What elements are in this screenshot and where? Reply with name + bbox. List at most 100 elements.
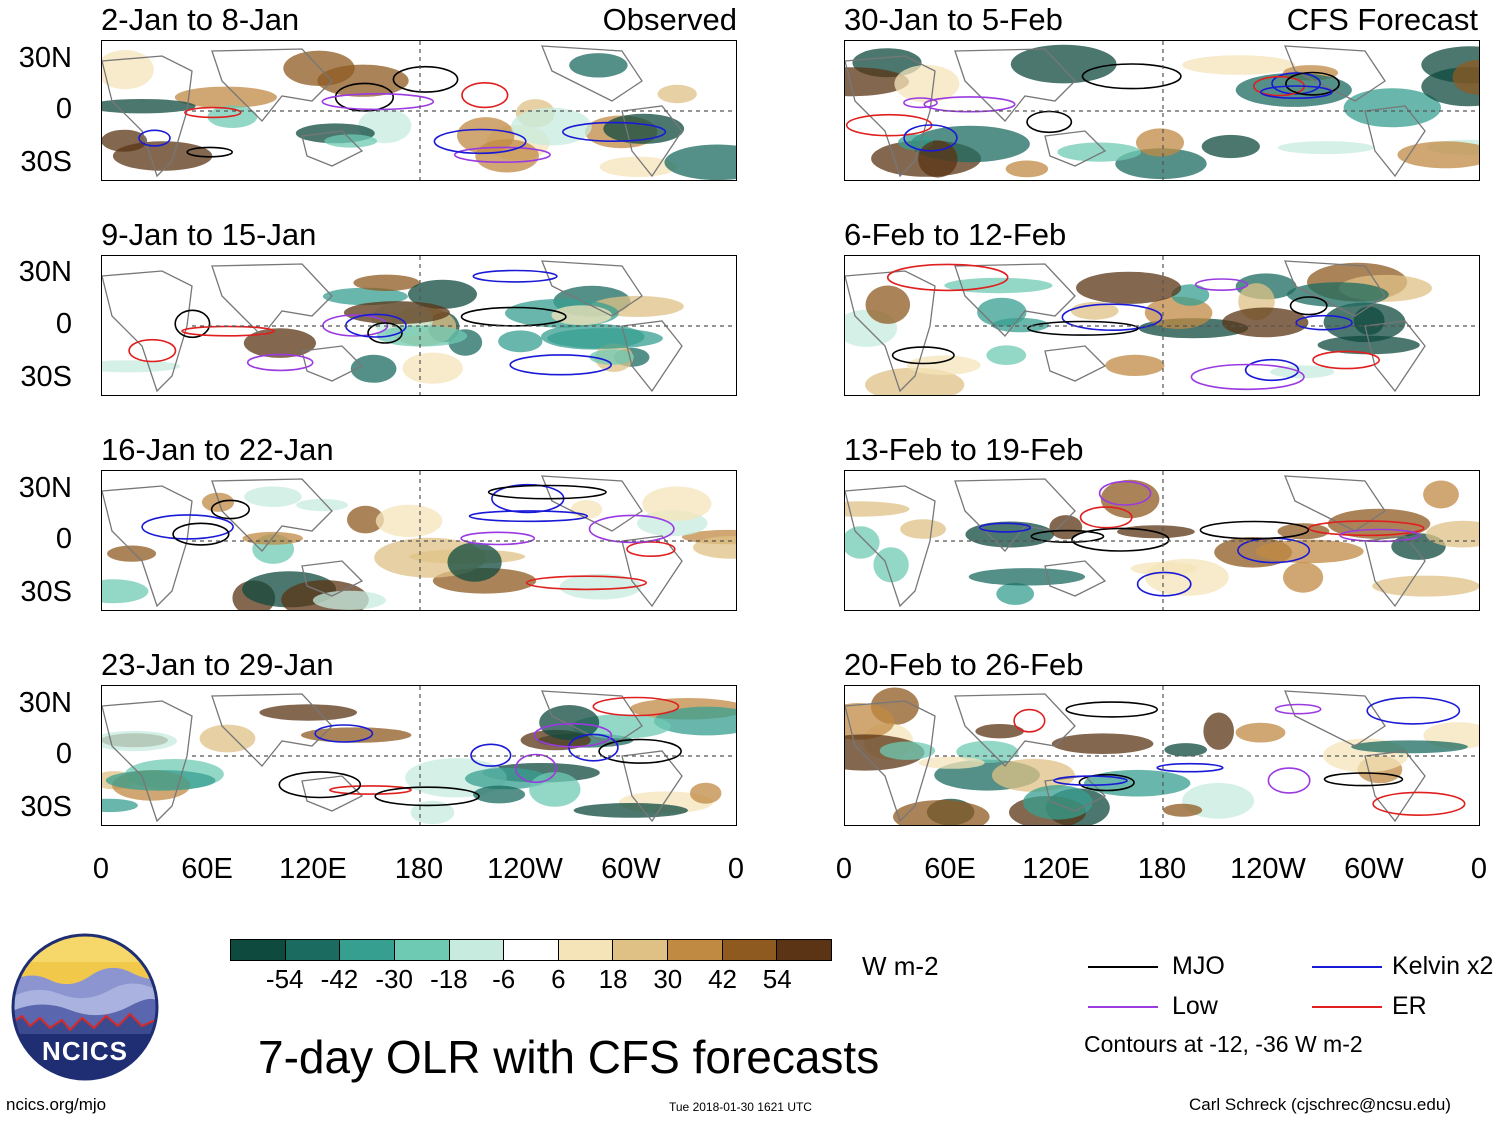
lon-label-left-0-end: 0 [727,853,745,885]
contour-line [470,743,512,767]
continent-outline [211,48,333,122]
olr-anomaly-blob [918,140,958,178]
contour-line [453,146,551,164]
olr-anomaly-blob [473,785,526,804]
contour-line [1030,529,1105,544]
lon-label-left-180: 180 [394,853,444,885]
olr-anomaly-blob [845,703,895,740]
continent-outline [1364,105,1426,178]
ncics-logo-graphic [11,933,159,1081]
contour-line [561,121,667,142]
contour-line [903,97,938,109]
olr-anomaly-blob [102,50,154,90]
panel-title-left-2: 9-Jan to 15-Jan [101,217,317,252]
olr-anomaly-blob [653,706,736,736]
contour-line [1065,701,1159,718]
continent-outline [301,130,364,167]
olr-anomaly-blob [107,545,157,562]
lon-label-left-120w: 120W [487,853,563,885]
colorbar-labels: -54 -42 -30 -18 -6 6 18 30 42 54 [230,966,832,996]
contour-line [487,484,607,500]
olr-anomaly-blob [664,144,736,180]
olr-map-field [102,686,736,825]
olr-anomaly-blob [551,305,612,326]
continent-outline [954,48,1076,122]
colorbar-tick-label: -6 [492,964,516,994]
colorbar-cell [231,940,286,960]
legend-line-low [1088,1006,1158,1008]
colorbar-cell [668,940,723,960]
colorbar-tick-label: 6 [551,964,566,994]
olr-anomaly-blob [1005,160,1049,178]
olr-anomaly-blob [991,758,1075,792]
continent-outline [211,263,333,337]
olr-anomaly-blob [589,349,635,365]
colorbar-tick-label: -18 [430,964,468,994]
contour-line [210,499,250,520]
olr-anomaly-blob [112,141,213,171]
olr-anomaly-blob [693,536,736,559]
continent-outline [1044,130,1107,167]
map-panel-left-4 [101,685,737,826]
continent-outline [541,690,643,747]
timestamp: Tue 2018-01-30 1621 UTC [669,1100,812,1114]
contour-line [460,531,536,546]
contour-line [1366,696,1461,725]
olr-map-field [102,256,736,395]
contour-line [174,309,211,339]
lon-label-left-60w: 60W [601,853,661,885]
olr-map-field [845,256,1479,395]
continent-outline [621,105,683,178]
continent-outline [1284,690,1386,747]
olr-anomaly-blob [1323,302,1406,343]
olr-anomaly-blob [199,724,256,753]
olr-anomaly-blob [322,287,408,306]
olr-anomaly-blob [1372,575,1479,597]
lon-label-left-120e: 120E [279,853,347,885]
colorbar-tick-label: 42 [708,964,737,994]
olr-anomaly-blob [1057,142,1141,162]
colorbar-cells [230,939,832,961]
olr-anomaly-blob [1164,743,1208,757]
site-link[interactable]: ncics.org/mjo [6,1095,107,1114]
contour-line [278,771,362,799]
olr-anomaly-blob [1277,141,1374,155]
panel-tag-observed: Observed [602,2,737,37]
olr-anomaly-blob [312,590,386,610]
contour-line [472,269,558,283]
colorbar-tick-label: -30 [375,964,413,994]
olr-anomaly-blob [918,756,985,769]
contour-line [533,722,613,748]
lon-label-right-0: 0 [835,853,853,885]
colorbar-tick-label: 18 [598,964,628,994]
continent-outline [1284,45,1386,102]
olr-anomaly-blob [900,519,947,539]
lon-label-right-120w: 120W [1230,853,1306,885]
lat-label-30n-row4: 30N [18,687,72,719]
legend-line-kelvin [1312,966,1382,968]
olr-anomaly-blob [996,582,1035,605]
continent-outline [621,750,683,823]
contour-line [314,724,374,743]
contour-line [367,322,403,344]
contour-line [1289,296,1328,316]
author-credit: Carl Schreck (cjschrec@ncsu.edu) [1189,1095,1451,1114]
olr-anomaly-blob [1182,55,1296,75]
olr-anomaly-blob [408,279,477,309]
olr-anomaly-blob [873,547,909,583]
contour-line [1081,63,1182,90]
panel-tag-cfs-forecast: CFS Forecast [1286,2,1478,37]
ncics-logo[interactable]: NCICS [10,932,160,1082]
colorbar-tick-label: 54 [762,964,792,994]
olr-anomaly-blob [301,727,412,743]
contour-line [1259,85,1333,99]
contour-line [246,353,314,372]
continent-outline [541,45,643,102]
contour-line [588,514,675,544]
olr-anomaly-blob [975,724,1024,739]
olr-map-field [102,41,736,180]
contour-line [1285,71,1340,96]
olr-anomaly-blob [375,504,443,538]
olr-anomaly-blob [879,741,936,760]
ncics-logo-text: NCICS [42,1036,128,1066]
